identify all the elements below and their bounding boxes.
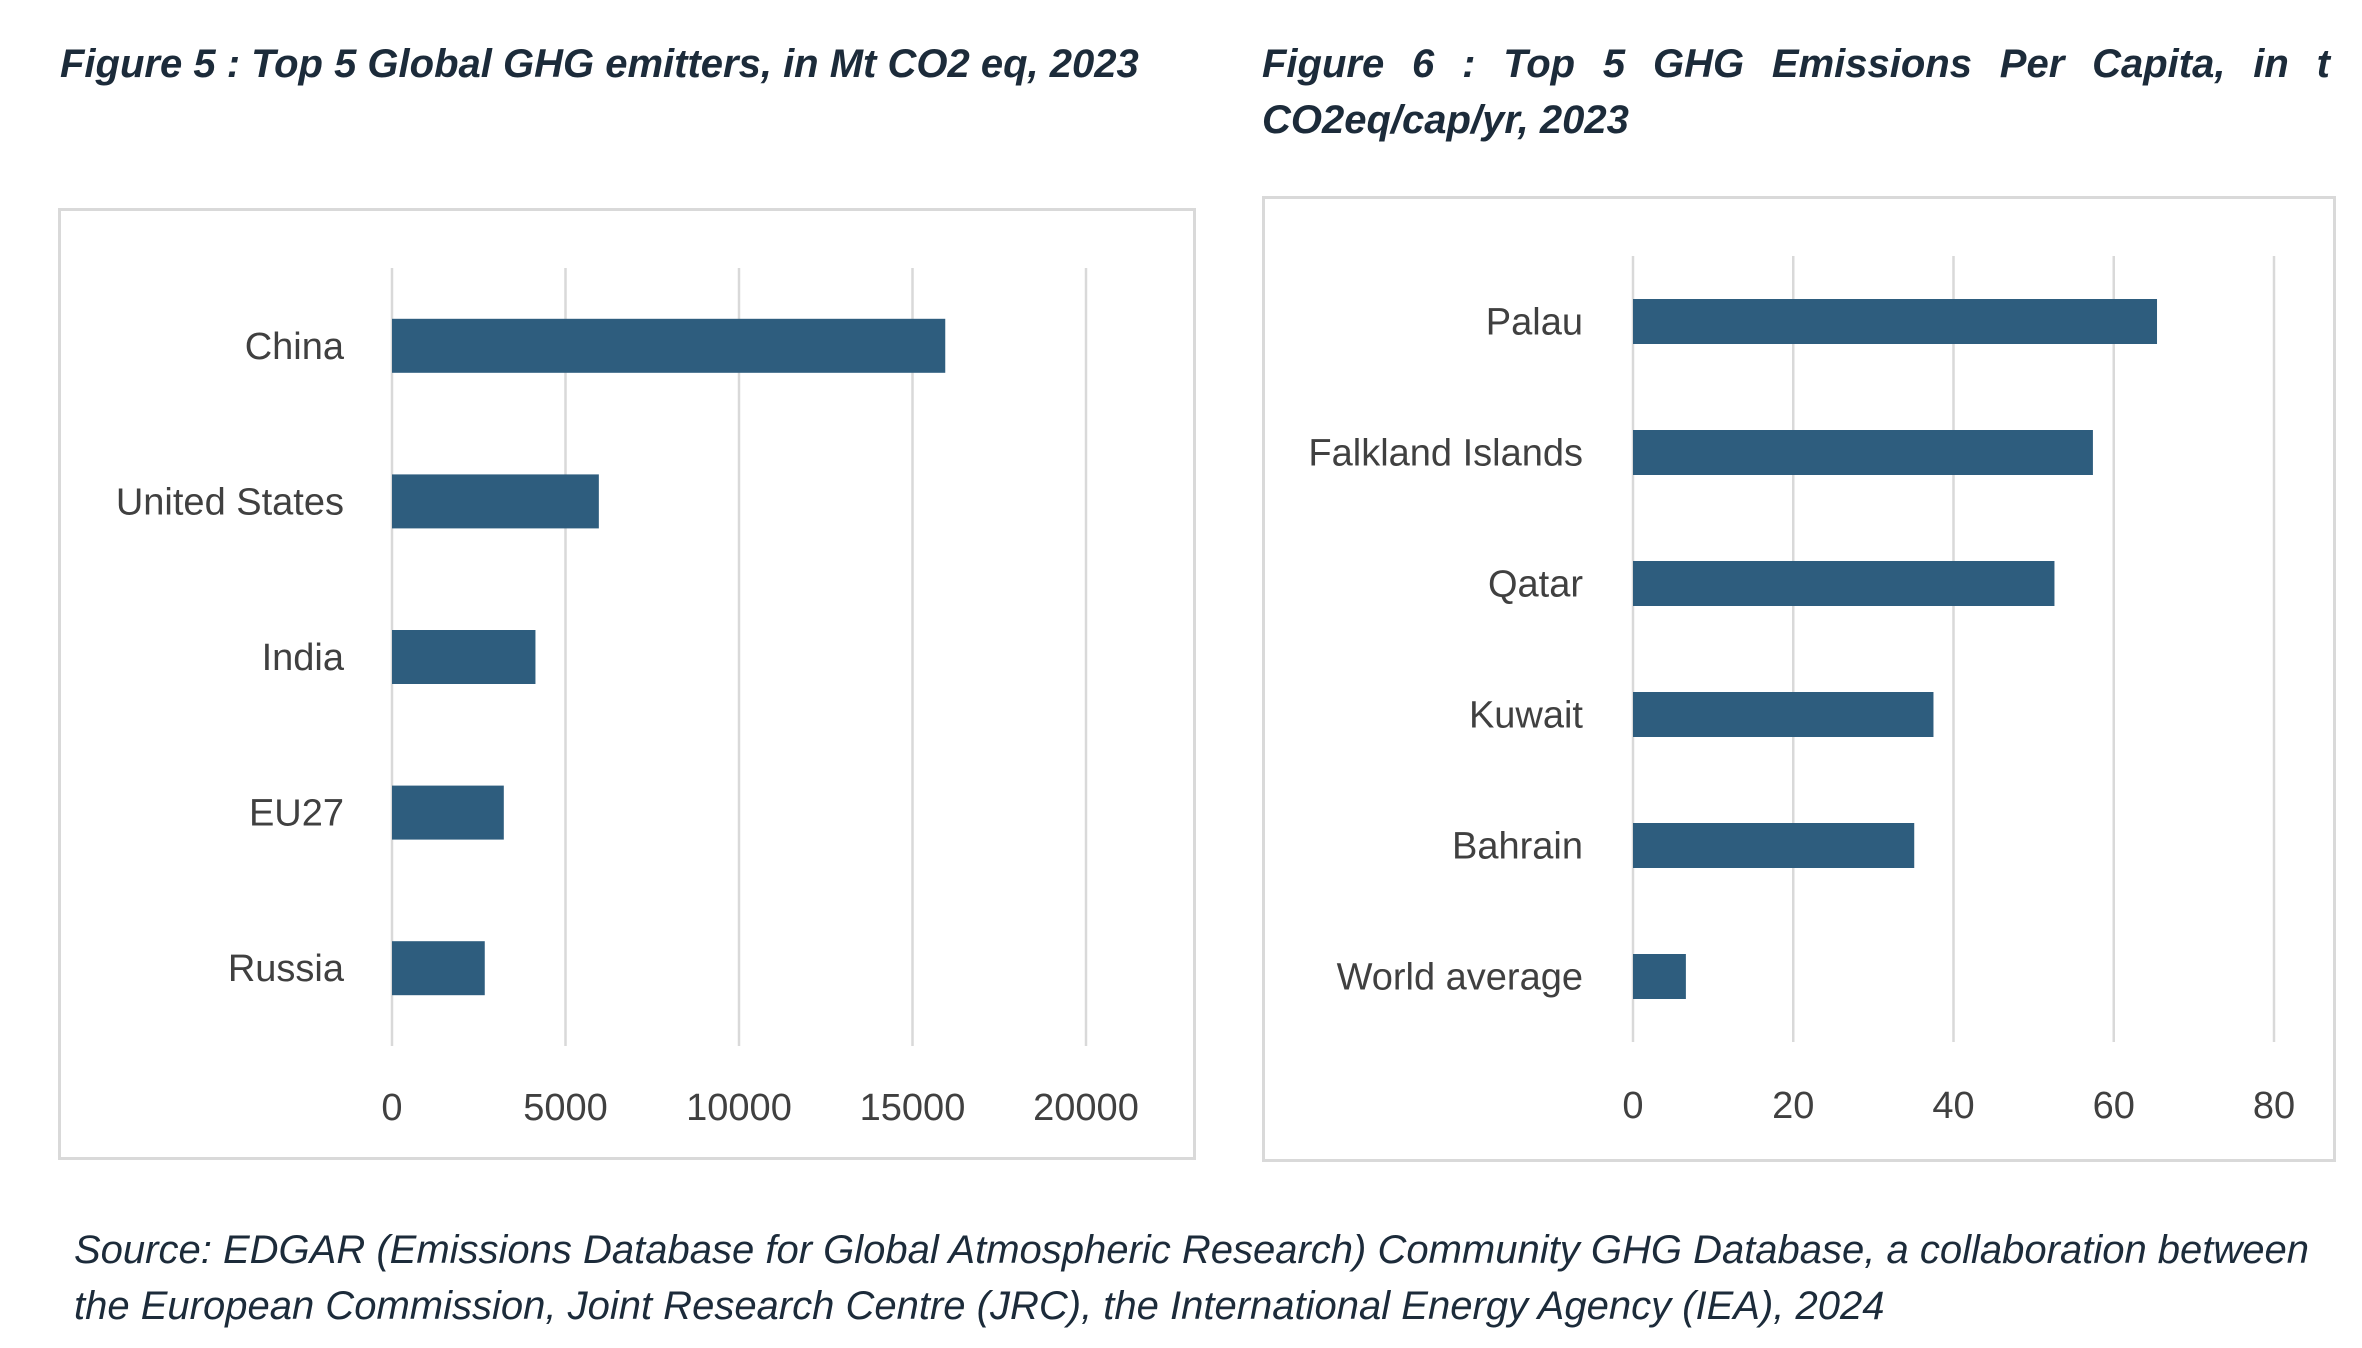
category-label: EU27 — [249, 793, 344, 835]
bar — [1633, 954, 1686, 999]
bar — [392, 785, 504, 840]
x-tick-label: 20 — [1772, 1085, 1814, 1127]
chart-panel-top-emitters: 0 5000 10000 15000 20000 China United States In… — [58, 208, 1196, 1160]
figure-5-title: Figure 5 : Top 5 Global GHG emitters, in… — [60, 42, 1139, 86]
source-note: Source: EDGAR (Emissions Database for Gl… — [74, 1228, 2310, 1328]
bar — [392, 474, 599, 529]
category-label: Russia — [228, 948, 345, 990]
bar — [1633, 299, 2158, 344]
bar — [392, 630, 536, 684]
chart-panel-per-capita: 0 20 40 60 80 Palau Falkland Islands Qatar Kuwai… — [1262, 196, 2336, 1162]
bar — [1633, 561, 2055, 606]
category-label: China — [245, 326, 345, 368]
x-tick-label: 20000 — [1033, 1087, 1139, 1129]
category-label: Qatar — [1488, 564, 1583, 606]
bar — [392, 318, 946, 373]
top-emitters-bar-chart: 0 5000 10000 15000 20000 China United States In… — [116, 268, 1139, 1129]
category-label: Bahrain — [1452, 826, 1583, 868]
bar — [1633, 430, 2093, 475]
x-tick-label: 0 — [381, 1087, 402, 1129]
x-tick-label: 80 — [2253, 1085, 2295, 1127]
bar — [392, 941, 485, 996]
category-label: World average — [1337, 957, 1583, 999]
per-capita-bar-chart: 0 20 40 60 80 Palau Falkland Islands Qatar Kuwai… — [1308, 256, 2295, 1127]
figure-6-title: Figure 6 : Top 5 GHG Emissions Per Capit… — [1262, 42, 2330, 142]
bar — [1633, 823, 1915, 868]
x-tick-label: 15000 — [860, 1087, 966, 1129]
bar — [1633, 692, 1934, 737]
category-label: India — [262, 637, 345, 679]
x-tick-label: 40 — [1932, 1085, 1974, 1127]
x-tick-label: 60 — [2093, 1085, 2135, 1127]
category-label: United States — [116, 481, 344, 523]
x-tick-label: 5000 — [523, 1087, 608, 1129]
category-label: Falkland Islands — [1308, 433, 1583, 475]
category-label: Palau — [1486, 302, 1583, 344]
x-tick-label: 10000 — [686, 1087, 792, 1129]
x-tick-label: 0 — [1622, 1085, 1643, 1127]
category-label: Kuwait — [1469, 695, 1583, 737]
